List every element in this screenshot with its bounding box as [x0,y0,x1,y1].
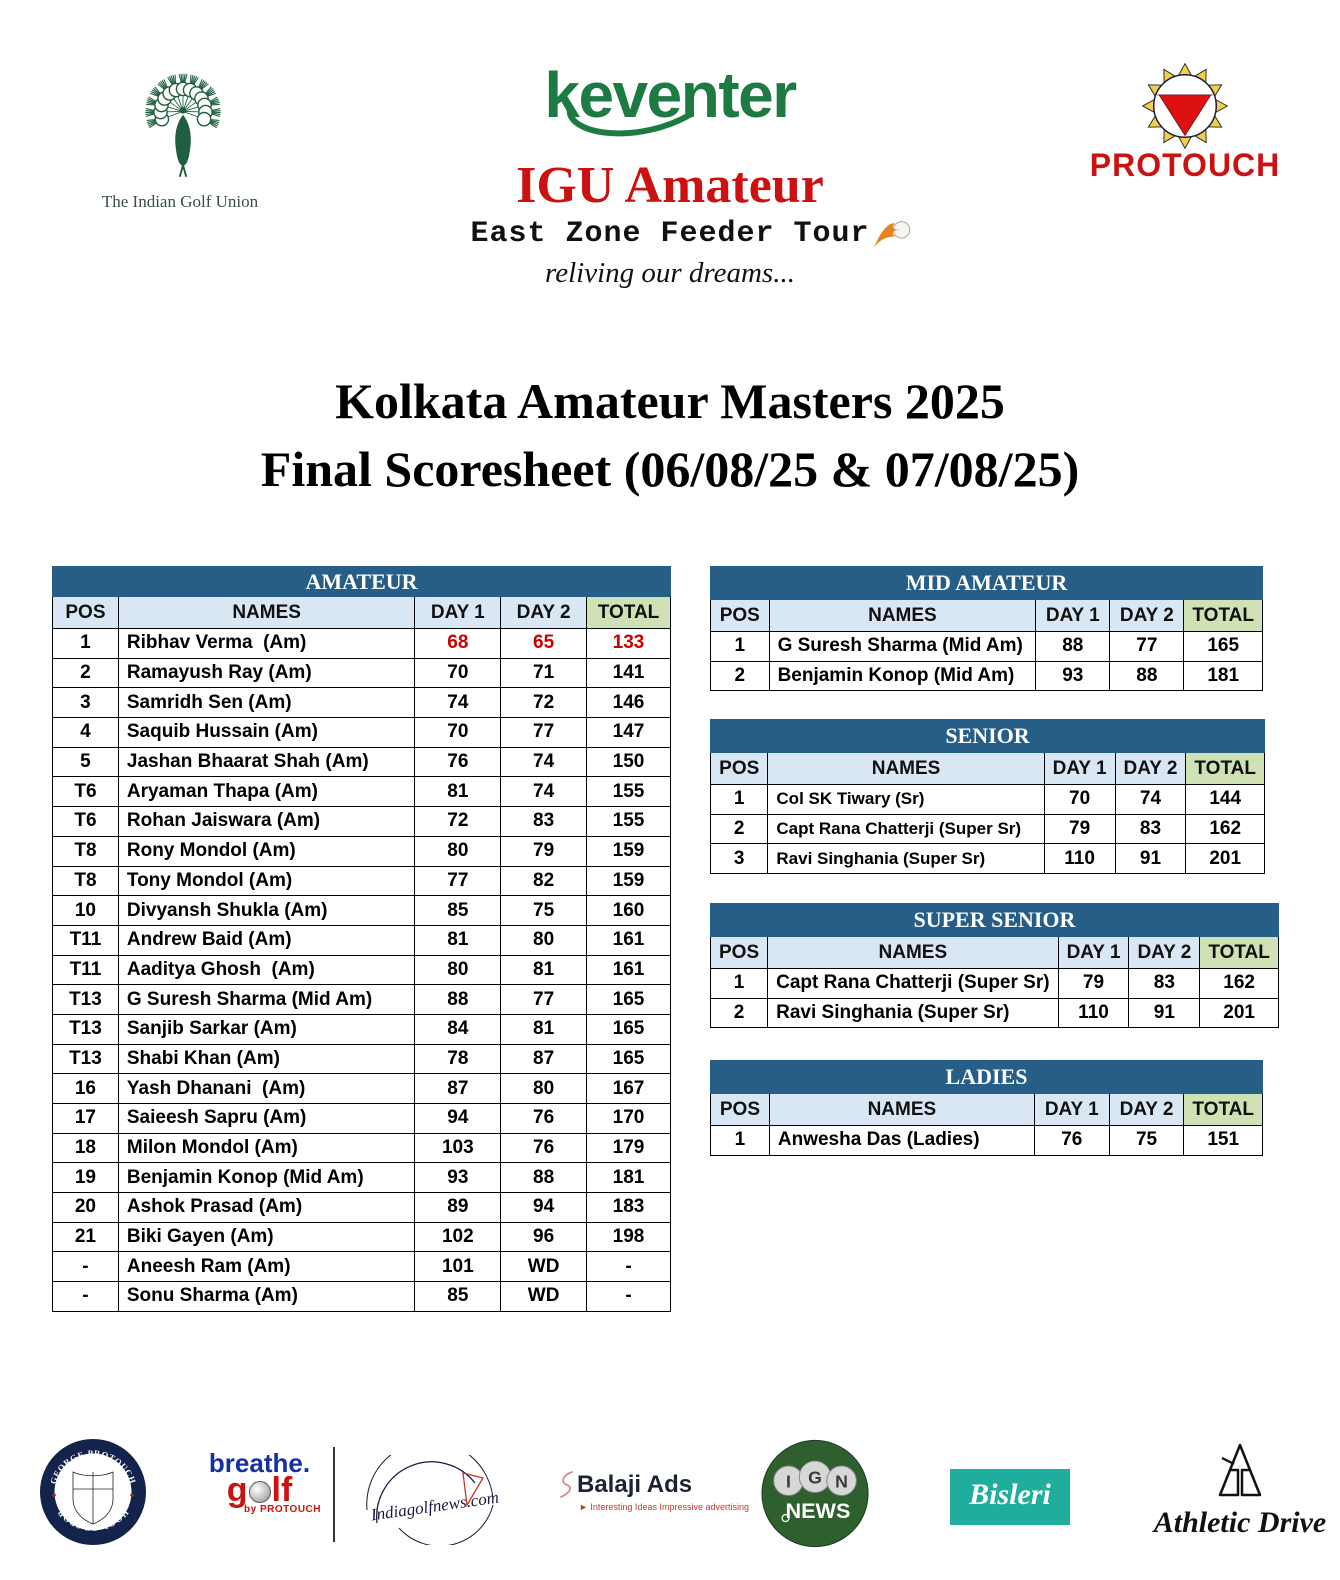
svg-text:Indiagolfnews.com: Indiagolfnews.com [369,1488,500,1525]
svg-text:N: N [835,1472,848,1492]
svg-text:G: G [808,1468,822,1488]
svg-text:NEWS: NEWS [786,1498,851,1523]
svg-text:I: I [786,1472,791,1492]
